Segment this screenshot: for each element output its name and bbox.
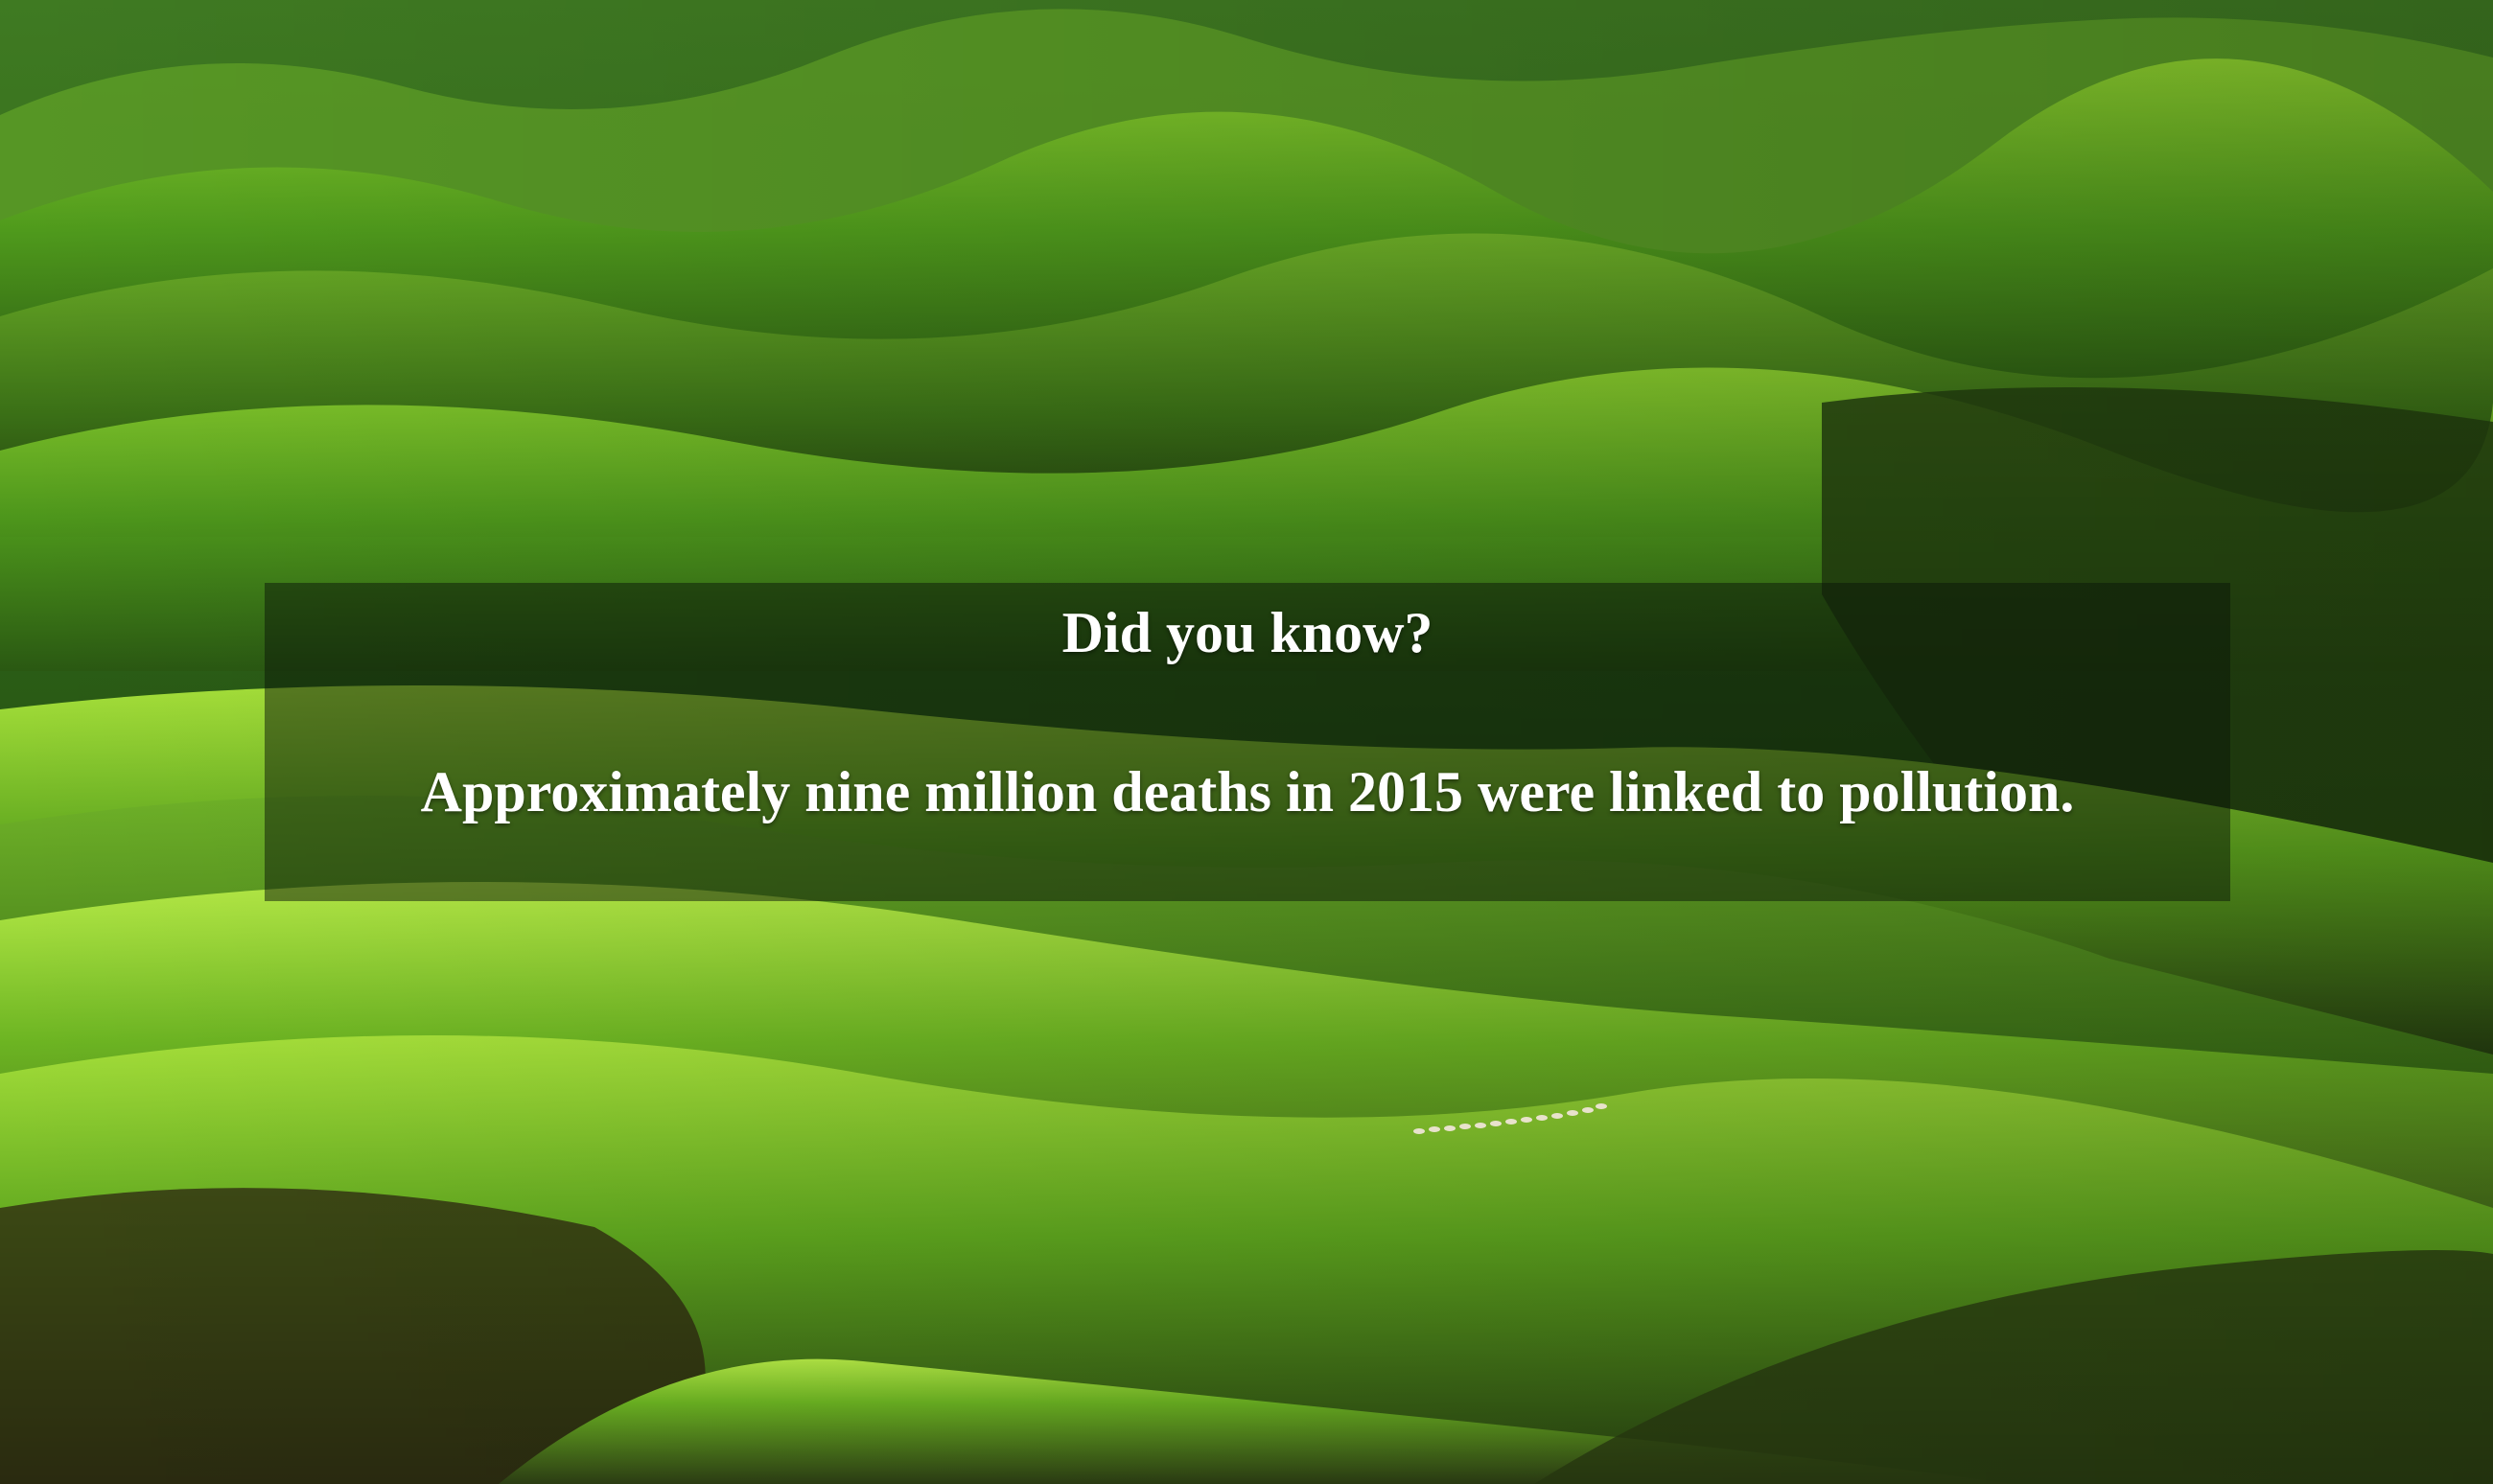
fact-card-text: Approximately nine million deaths in 201… (420, 760, 2075, 823)
fact-card: Did you know? Approximately nine million… (265, 583, 2230, 901)
fact-card-heading: Did you know? (1061, 601, 1433, 664)
